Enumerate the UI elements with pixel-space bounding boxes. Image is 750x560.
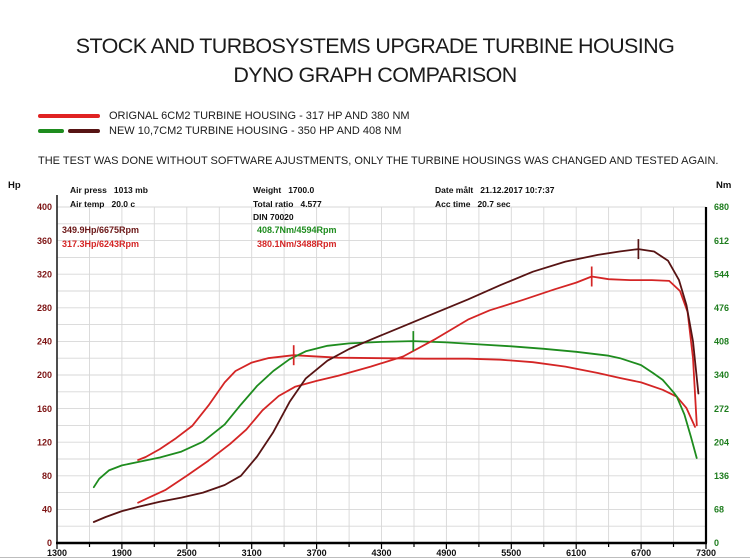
peak-annotation-0: 349.9Hp/6675Rpm bbox=[62, 225, 140, 235]
x-tick-label: 6700 bbox=[631, 548, 651, 558]
info-value: 20.0 c bbox=[111, 198, 136, 209]
x-tick-label: 6100 bbox=[566, 548, 586, 558]
y-right-tick-label: 612 bbox=[714, 236, 729, 246]
info-value: 21.12.2017 10:7:37 bbox=[480, 185, 555, 195]
info-label: Weight bbox=[253, 185, 282, 195]
test-note: THE TEST WAS DONE WITHOUT SOFTWARE AJUST… bbox=[38, 155, 719, 167]
y-left-tick-label: 200 bbox=[37, 370, 52, 380]
legend-line-swatch bbox=[68, 128, 100, 133]
peak-annotation-1: 317.3Hp/6243Rpm bbox=[62, 239, 140, 249]
y-left-tick-label: 240 bbox=[37, 337, 52, 347]
legend-row-1: NEW 10,7CM2 TURBINE HOUSING - 350 HP AND… bbox=[38, 123, 410, 138]
y-right-tick-label: 0 bbox=[714, 538, 719, 548]
info-value: 1013 mb bbox=[113, 185, 148, 195]
y-right-tick-label: 136 bbox=[714, 471, 729, 481]
y-right-tick-label: 680 bbox=[714, 202, 729, 212]
info-label: Total ratio bbox=[253, 198, 294, 209]
left-axis-unit-label: Hp bbox=[8, 180, 21, 191]
y-right-tick-label: 544 bbox=[714, 269, 729, 279]
legend-row-0: ORIGNAL 6CM2 TURBINE HOUSING - 317 HP AN… bbox=[38, 108, 410, 123]
y-right-tick-label: 204 bbox=[714, 437, 729, 447]
legend-swatch-1 bbox=[38, 128, 102, 133]
x-tick-label: 4900 bbox=[436, 548, 456, 558]
info-row: Air press 1013 mb bbox=[70, 185, 148, 199]
info-label: Acc time bbox=[435, 198, 471, 209]
y-left-tick-label: 400 bbox=[37, 202, 52, 212]
x-tick-label: 1300 bbox=[47, 548, 67, 558]
info-column-1: Weight 1700.0 Total ratio 4.577 DIN 70020 bbox=[253, 185, 322, 226]
info-row: DIN 70020 bbox=[253, 212, 322, 226]
peak-annotation-3: 380.1Nm/3488Rpm bbox=[257, 239, 337, 249]
y-left-tick-label: 160 bbox=[37, 404, 52, 414]
x-tick-label: 4300 bbox=[371, 548, 391, 558]
y-right-tick-label: 340 bbox=[714, 370, 729, 380]
info-row: Acc time 20.7 sec bbox=[435, 199, 554, 213]
y-right-tick-label: 272 bbox=[714, 404, 729, 414]
info-label: DIN 70020 bbox=[253, 212, 294, 222]
y-left-tick-label: 280 bbox=[37, 303, 52, 313]
x-tick-label: 2500 bbox=[177, 548, 197, 558]
y-right-tick-label: 408 bbox=[714, 337, 729, 347]
peak-annotation-2: 408.7Nm/4594Rpm bbox=[257, 225, 337, 235]
legend-label-0: ORIGNAL 6CM2 TURBINE HOUSING - 317 HP AN… bbox=[109, 109, 410, 122]
x-tick-label: 5500 bbox=[501, 548, 521, 558]
legend-line-swatch bbox=[38, 128, 64, 133]
y-right-tick-label: 68 bbox=[714, 505, 724, 515]
y-right-tick-label: 476 bbox=[714, 303, 729, 313]
info-row: Total ratio 4.577 bbox=[253, 199, 322, 213]
x-tick-label: 3700 bbox=[307, 548, 327, 558]
x-tick-label: 7300 bbox=[696, 548, 716, 558]
curve-original-nm bbox=[137, 354, 696, 461]
info-column-2: Date målt 21.12.2017 10:7:37 Acc time 20.7 … bbox=[435, 185, 554, 212]
info-column-0: Air press 1013 mb Air temp 20.0 c bbox=[70, 185, 148, 212]
curve-original-hp bbox=[137, 275, 698, 504]
info-row: Air temp 20.0 c bbox=[70, 199, 148, 213]
legend: ORIGNAL 6CM2 TURBINE HOUSING - 317 HP AN… bbox=[38, 108, 410, 138]
info-row: Weight 1700.0 bbox=[253, 185, 322, 199]
info-label: Air temp bbox=[70, 198, 105, 209]
title-line-2: DYNO GRAPH COMPARISON bbox=[233, 63, 517, 87]
x-tick-label: 1900 bbox=[112, 548, 132, 558]
right-axis-unit-label: Nm bbox=[716, 180, 732, 191]
y-left-tick-label: 360 bbox=[37, 236, 52, 246]
curve-new-nm bbox=[92, 340, 698, 489]
curve-new-hp bbox=[92, 248, 700, 523]
info-value: 20.7 sec bbox=[477, 198, 511, 209]
legend-swatch-0 bbox=[38, 113, 102, 118]
info-value: 1700.0 bbox=[288, 185, 315, 195]
title-line-1: STOCK AND TURBOSYSTEMS UPGRADE TURBINE H… bbox=[75, 34, 675, 58]
page-bottom-edge bbox=[0, 557, 750, 558]
info-label: Date målt bbox=[435, 185, 474, 195]
info-row: Date målt 21.12.2017 10:7:37 bbox=[435, 185, 554, 199]
y-left-tick-label: 40 bbox=[42, 505, 52, 515]
page-title: STOCK AND TURBOSYSTEMS UPGRADE TURBINE H… bbox=[0, 32, 750, 90]
x-tick-label: 3100 bbox=[242, 548, 262, 558]
legend-line-swatch bbox=[38, 113, 100, 118]
legend-label-1: NEW 10,7CM2 TURBINE HOUSING - 350 HP AND… bbox=[109, 124, 402, 137]
info-label: Air press bbox=[70, 185, 107, 195]
y-left-tick-label: 0 bbox=[47, 538, 52, 548]
info-value: 4.577 bbox=[300, 198, 322, 209]
y-left-tick-label: 120 bbox=[37, 437, 52, 447]
y-left-tick-label: 320 bbox=[37, 269, 52, 279]
y-left-tick-label: 80 bbox=[42, 471, 52, 481]
